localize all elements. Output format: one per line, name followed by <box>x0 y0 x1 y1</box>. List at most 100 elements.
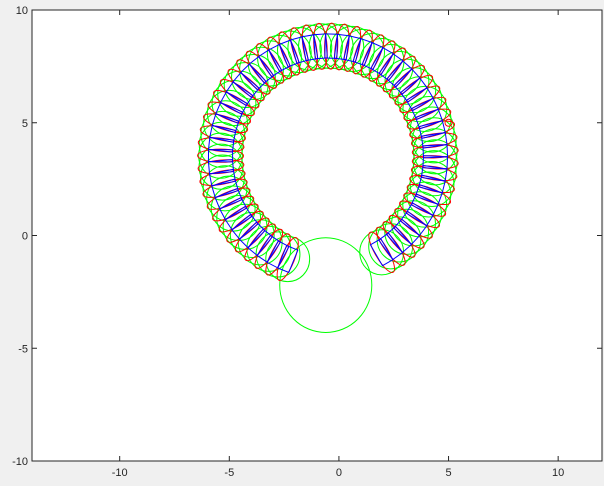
covariance-ellipse <box>236 59 271 95</box>
covariance-ellipse <box>301 24 318 71</box>
robot-box <box>224 205 253 231</box>
track-circle <box>229 211 275 259</box>
track-circle <box>198 132 243 179</box>
robot-box <box>268 43 291 73</box>
robot-box <box>238 221 266 249</box>
covariance-ellipse <box>406 108 452 130</box>
robot-box <box>418 120 446 139</box>
robot-box <box>378 232 404 261</box>
covariance-ellipse <box>382 55 416 93</box>
covariance-ellipse <box>394 207 433 239</box>
covariance-ellipse <box>202 178 248 198</box>
robot-box <box>369 238 394 267</box>
track-circle <box>406 171 452 218</box>
ellipse-series <box>197 22 459 282</box>
covariance-ellipse <box>256 43 285 84</box>
robot-box <box>219 91 249 115</box>
robot-box <box>414 108 444 130</box>
robot-box <box>405 202 434 227</box>
track-circle <box>266 30 312 77</box>
covariance-ellipse <box>368 40 396 82</box>
covariance-ellipse <box>212 195 255 222</box>
robot-box <box>418 174 446 194</box>
covariance-ellipse <box>278 31 301 76</box>
robot-box <box>240 63 267 91</box>
track-circle <box>411 150 457 197</box>
robot-box <box>278 39 300 68</box>
robot-box <box>211 113 240 134</box>
covariance-ellipse <box>206 187 251 210</box>
covariance-ellipse <box>399 200 441 229</box>
covariance-ellipse <box>411 144 459 159</box>
robot-box <box>378 53 404 82</box>
y-tick-label: -10 <box>12 456 28 468</box>
robot-box <box>215 101 244 124</box>
covariance-ellipse <box>199 169 246 186</box>
covariance-ellipse <box>410 132 458 149</box>
covariance-ellipse <box>313 22 328 70</box>
covariance-ellipse <box>399 85 441 113</box>
covariance-ellipse <box>360 34 385 78</box>
plot-marks <box>197 22 459 333</box>
y-tick-label: 5 <box>22 118 28 130</box>
target-marker <box>444 118 453 127</box>
track-circle <box>200 110 246 157</box>
covariance-ellipse <box>382 221 416 258</box>
covariance-ellipse <box>409 120 456 139</box>
robot-box <box>422 144 449 159</box>
robot-box <box>420 132 448 149</box>
robot-box <box>257 49 283 78</box>
large-circle <box>279 237 373 333</box>
robot-box <box>352 37 373 66</box>
track-circle <box>319 23 365 71</box>
y-tick-label: 0 <box>22 231 28 243</box>
robot-box <box>248 55 275 84</box>
covariance-ellipse <box>394 74 434 106</box>
y-tick-label: 10 <box>16 5 28 17</box>
robot-box <box>247 228 274 257</box>
covariance-ellipse <box>290 27 309 73</box>
robot-box <box>289 36 310 64</box>
covariance-ellipse <box>403 192 447 217</box>
robot-box <box>211 178 239 199</box>
covariance-ellipse <box>219 79 260 109</box>
covariance-ellipse <box>213 90 255 117</box>
track-circle <box>231 53 276 101</box>
track-circle <box>384 58 430 105</box>
robot-box <box>420 164 448 182</box>
robot-box <box>386 60 413 88</box>
x-tick-label: 0 <box>336 467 342 479</box>
robot-box <box>414 184 443 205</box>
robot-box <box>232 71 260 99</box>
track-circle <box>329 25 375 73</box>
robot-box <box>276 244 299 274</box>
robot-box <box>207 149 234 163</box>
covariance-ellipse <box>197 159 245 175</box>
robot-box <box>301 34 319 62</box>
covariance-ellipse <box>227 68 265 102</box>
covariance-ellipse <box>234 217 270 253</box>
covariance-ellipse <box>375 226 406 266</box>
robot-box <box>399 210 428 237</box>
covariance-ellipse <box>276 237 299 282</box>
robot-box <box>343 35 362 63</box>
robot-box <box>370 46 394 76</box>
x-tick-label: 5 <box>445 467 451 479</box>
covariance-ellipse <box>254 228 284 269</box>
covariance-ellipse <box>375 47 407 87</box>
robot-box <box>208 168 237 187</box>
covariance-ellipse <box>218 203 259 233</box>
robot-box <box>266 240 290 269</box>
robot-box <box>313 33 328 60</box>
covariance-ellipse <box>197 137 245 153</box>
covariance-ellipse <box>411 155 459 170</box>
track-circle <box>376 50 422 98</box>
robot-box <box>231 213 259 240</box>
robot-box <box>385 225 413 254</box>
robot-box <box>399 77 428 103</box>
covariance-ellipse <box>368 231 396 273</box>
robot-box <box>207 136 235 153</box>
robot-box <box>219 196 248 221</box>
robot-box <box>405 87 434 112</box>
